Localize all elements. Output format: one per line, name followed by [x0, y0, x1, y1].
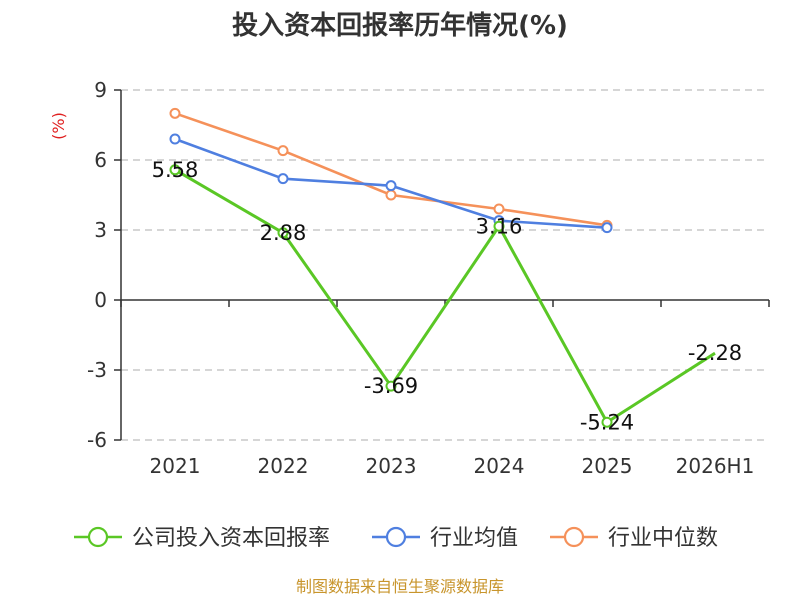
legend: 公司投入资本回报率 行业均值 行业中位数 [74, 526, 718, 551]
series-point-0 [493, 220, 505, 232]
data-label: -2.28 [688, 341, 742, 365]
series-point-2 [169, 107, 181, 119]
y-tick-label: 9 [94, 78, 107, 102]
series-point-1 [601, 222, 613, 234]
legend-marker-1 [385, 526, 407, 548]
grid [121, 89, 769, 441]
data-label: -5.24 [580, 410, 634, 434]
series-lines [169, 107, 716, 428]
y-axis-unit: (%) [49, 112, 68, 140]
y-tick-label: -6 [87, 428, 107, 452]
data-label: 3.16 [476, 214, 523, 238]
series-point-0 [169, 164, 181, 176]
series-point-2 [277, 145, 289, 157]
series-point-2 [385, 189, 397, 201]
x-tick-label: 2025 [582, 454, 633, 478]
source-note: 制图数据来自恒生聚源数据库 [296, 577, 504, 596]
series-point-1 [169, 133, 181, 145]
chart-title: 投入资本回报率历年情况(%) [232, 10, 568, 41]
legend-marker-0 [87, 526, 109, 548]
y-tick-label: 0 [94, 288, 107, 312]
x-tick-label: 2024 [474, 454, 525, 478]
series-point-0 [277, 227, 289, 239]
data-labels: 5.58 2.88 -3.69 3.16 -5.24 -2.28 [152, 158, 743, 434]
legend-label-1: 行业均值 [430, 526, 518, 551]
series-point-0 [601, 416, 613, 428]
data-label: 2.88 [260, 221, 307, 245]
series-point-1 [385, 180, 397, 192]
x-tick-label: 2026H1 [676, 454, 755, 478]
data-label: 5.58 [152, 158, 199, 182]
series-point-0 [385, 380, 397, 392]
y-tick-label: 6 [94, 148, 107, 172]
legend-label-0: 公司投入资本回报率 [132, 526, 330, 551]
x-tick-label: 2023 [366, 454, 417, 478]
y-tick-label: -3 [87, 358, 107, 382]
x-tick-label: 2022 [258, 454, 309, 478]
x-tick-label: 2021 [150, 454, 201, 478]
legend-label-2: 行业中位数 [608, 526, 718, 551]
series-point-2 [493, 203, 505, 215]
legend-marker-2 [563, 526, 585, 548]
axes: 9 6 3 0 -3 -6 2021 2022 2023 2024 2025 2026H1 [87, 78, 770, 478]
y-tick-label: 3 [94, 218, 107, 242]
series-point-1 [277, 173, 289, 185]
data-label: -3.69 [364, 374, 418, 398]
series-line-0 [174, 168, 716, 424]
